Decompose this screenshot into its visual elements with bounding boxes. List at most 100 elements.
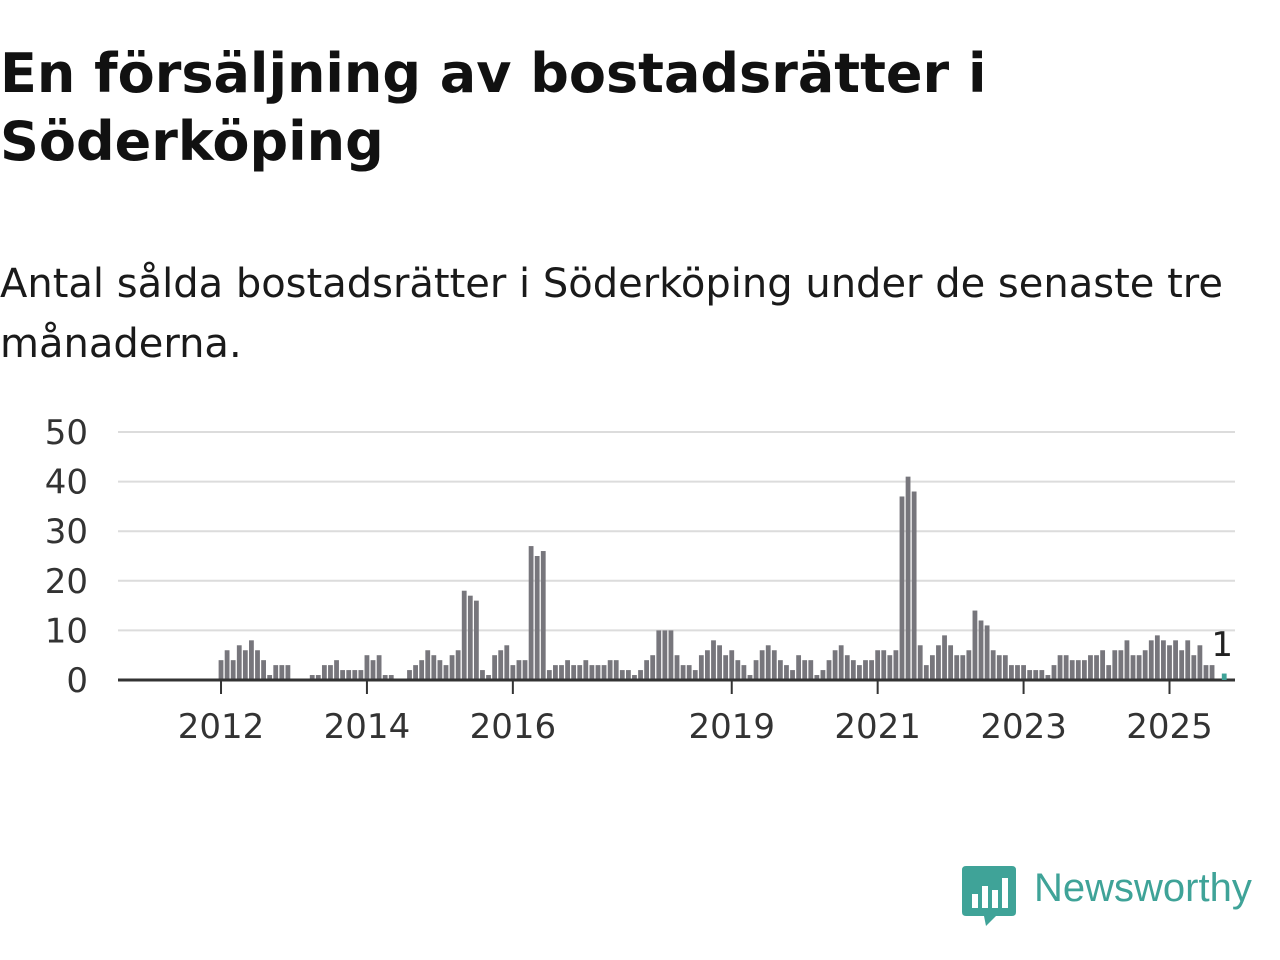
bar xyxy=(358,670,364,680)
bar xyxy=(753,660,759,680)
bar xyxy=(857,665,862,680)
bar xyxy=(285,665,291,680)
bar xyxy=(680,665,686,680)
bar xyxy=(850,660,856,680)
bar xyxy=(984,625,990,680)
bar xyxy=(328,665,333,680)
bar xyxy=(1203,665,1209,680)
x-tick-label: 2025 xyxy=(1126,707,1213,740)
bar xyxy=(443,665,449,680)
brand-name: Newsworthy xyxy=(1034,866,1252,910)
chart-subtitle: Antal sålda bostadsrätter i Söderköping … xyxy=(0,261,1223,367)
bar xyxy=(996,655,1002,680)
x-tick-label: 2012 xyxy=(178,707,265,740)
bar xyxy=(656,630,662,680)
y-tick-label: 0 xyxy=(66,661,88,701)
bar xyxy=(1039,670,1045,680)
bar xyxy=(565,660,570,680)
x-tick-label: 2023 xyxy=(980,707,1067,740)
bars xyxy=(218,476,1215,680)
bar xyxy=(486,675,491,680)
bar xyxy=(218,660,224,680)
bar xyxy=(625,670,631,680)
annotations: 1 xyxy=(1211,625,1233,680)
gridlines xyxy=(118,431,1235,632)
bar xyxy=(315,675,321,680)
bar xyxy=(723,655,729,680)
bar xyxy=(255,650,260,680)
bar xyxy=(376,655,382,680)
bar xyxy=(1167,645,1172,680)
bar xyxy=(802,660,808,680)
bar xyxy=(467,595,473,680)
bar xyxy=(1106,665,1112,680)
bar xyxy=(577,665,583,680)
bar xyxy=(832,650,838,680)
bar xyxy=(698,655,704,680)
bar xyxy=(1173,640,1178,680)
x-tick-label: 2021 xyxy=(834,707,921,740)
bar xyxy=(321,665,327,680)
bar xyxy=(601,665,607,680)
bar xyxy=(1197,645,1203,680)
bar xyxy=(1021,665,1026,680)
bar xyxy=(1063,655,1069,680)
bar xyxy=(589,665,595,680)
bar-chart: 0 10 20 30 40 50 2012 2014 2016 2019 2021 2023 2025… xyxy=(45,413,1235,740)
highlight-label: 1 xyxy=(1211,625,1233,665)
chart-title: En försäljning av bostadsrätter i Söderk… xyxy=(0,42,987,173)
bar xyxy=(948,645,954,680)
bar xyxy=(1118,650,1124,680)
bar xyxy=(559,665,564,680)
bar xyxy=(911,491,917,680)
bar xyxy=(607,660,613,680)
bar xyxy=(583,660,589,680)
bar xyxy=(437,660,443,680)
bar xyxy=(370,660,376,680)
bar xyxy=(741,665,747,680)
bar xyxy=(717,645,722,680)
bar xyxy=(1112,650,1118,680)
bar xyxy=(966,650,972,680)
bar xyxy=(510,665,516,680)
bar xyxy=(1100,650,1106,680)
bar xyxy=(1148,640,1154,680)
x-tick-label: 2016 xyxy=(470,707,557,740)
bar xyxy=(954,655,960,680)
bar xyxy=(1081,660,1087,680)
bar xyxy=(492,655,498,680)
bar xyxy=(777,660,783,680)
bar xyxy=(249,640,254,680)
bar xyxy=(1142,650,1148,680)
bar xyxy=(522,660,528,680)
bar xyxy=(808,660,814,680)
bar xyxy=(1136,655,1142,680)
y-tick-label: 20 xyxy=(45,562,88,602)
bar xyxy=(364,655,370,680)
bar xyxy=(498,650,504,680)
bar xyxy=(838,645,844,680)
bar xyxy=(480,670,485,680)
bar xyxy=(261,660,266,680)
bar xyxy=(431,655,437,680)
bar xyxy=(796,655,802,680)
bar xyxy=(1130,655,1136,680)
bar xyxy=(905,476,911,680)
bar xyxy=(267,675,273,680)
bar xyxy=(619,670,625,680)
bar xyxy=(814,675,820,680)
x-tick-label: 2019 xyxy=(688,707,775,740)
bar xyxy=(863,660,868,680)
bar xyxy=(334,660,339,680)
bar xyxy=(224,650,230,680)
bar xyxy=(236,645,242,680)
bar xyxy=(869,660,874,680)
y-tick-label: 30 xyxy=(45,512,88,552)
bar xyxy=(1179,650,1185,680)
bar xyxy=(692,670,698,680)
bar xyxy=(230,660,236,680)
bar xyxy=(978,620,984,680)
y-tick-label: 50 xyxy=(45,413,88,453)
bar xyxy=(595,665,601,680)
bar xyxy=(388,675,394,680)
